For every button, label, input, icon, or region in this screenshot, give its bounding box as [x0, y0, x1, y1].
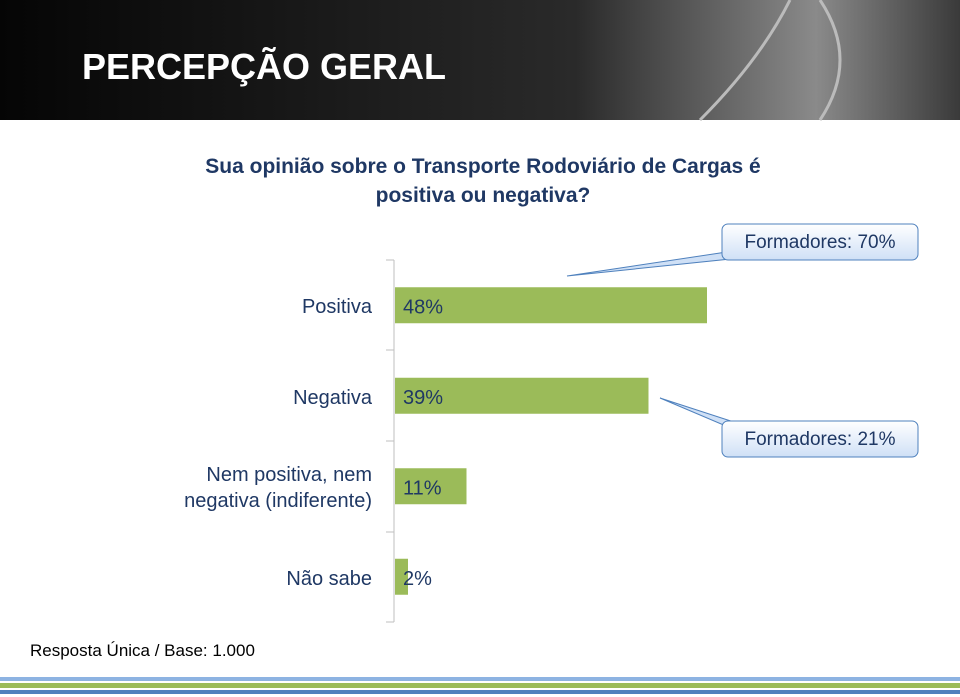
- banner: [0, 0, 960, 120]
- callout-pointer: [566, 249, 741, 277]
- callout-box: [721, 223, 919, 261]
- footer-stripe: [0, 690, 960, 694]
- slide-title: PERCEPÇÃO GERAL: [82, 46, 447, 87]
- category-label: Não sabe: [286, 567, 372, 590]
- value-label: 48%: [403, 297, 443, 319]
- value-label: 2%: [403, 568, 432, 590]
- footer-stripe: [0, 683, 960, 688]
- road-lines: [698, 0, 842, 122]
- value-label: 11%: [403, 478, 442, 500]
- callout-text: Formadores: 21%: [744, 429, 895, 450]
- value-label: 39%: [403, 387, 443, 409]
- bar: [395, 287, 707, 324]
- category-label: Positiva: [301, 296, 372, 319]
- category-label: Nem positiva, nem negativa (indiferente): [184, 464, 372, 513]
- bar: [395, 377, 649, 414]
- bar: [395, 468, 467, 505]
- footnote: Resposta Única / Base: 1.000: [30, 641, 255, 660]
- category-label: Negativa: [293, 386, 372, 409]
- footer-stripe: [0, 677, 960, 681]
- callout-box: [721, 420, 919, 458]
- callout-text: Formadores: 70%: [744, 232, 895, 253]
- chart-subtitle: Sua opinião sobre o Transporte Rodoviári…: [205, 155, 761, 207]
- bar: [395, 558, 408, 595]
